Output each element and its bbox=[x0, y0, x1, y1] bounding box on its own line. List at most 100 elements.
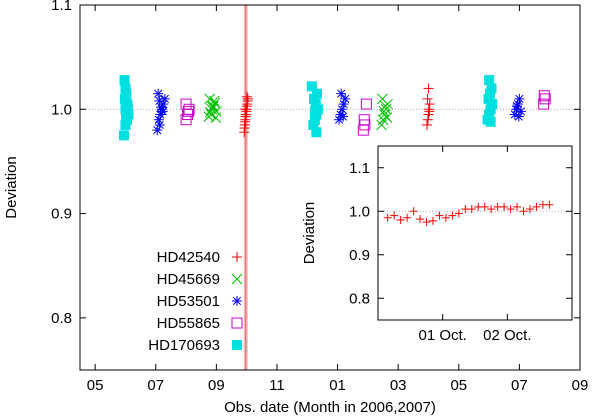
data-point-hd170693 bbox=[121, 111, 132, 122]
data-point-hd55865 bbox=[182, 105, 194, 117]
data-point-hd53501 bbox=[337, 104, 348, 115]
data-point-series-0 bbox=[500, 202, 509, 211]
data-point-hd53501 bbox=[338, 111, 349, 122]
data-point-series-0 bbox=[422, 218, 431, 227]
data-point-hd42540 bbox=[240, 116, 251, 127]
legend-marker-hd45669 bbox=[231, 273, 243, 285]
data-point-hd55865 bbox=[538, 90, 550, 102]
data-point-hd45669 bbox=[381, 112, 393, 123]
legend-marker-hd170693 bbox=[232, 340, 242, 350]
data-point-hd42540 bbox=[422, 93, 433, 104]
legend-marker-hd42540 bbox=[232, 252, 242, 262]
data-point-series-0 bbox=[467, 205, 476, 214]
data-point-series-0 bbox=[525, 205, 534, 214]
inset-chart: 0.8 0.9 1.0 1.1 01 Oct. 02 Oct. Deviation bbox=[298, 145, 573, 346]
data-point-hd170693 bbox=[309, 106, 320, 117]
inset-background bbox=[298, 146, 572, 346]
legend-item: HD170693 bbox=[148, 337, 242, 354]
data-point-hd170693 bbox=[485, 116, 496, 127]
data-point-series-0 bbox=[506, 205, 515, 214]
data-point-series-0 bbox=[454, 209, 463, 218]
data-point-hd170693 bbox=[487, 99, 498, 110]
inset-y-axis-label: Deviation bbox=[301, 202, 318, 265]
data-point-hd53501 bbox=[336, 88, 347, 99]
inset-x-axis-ticks: 01 Oct. 02 Oct. bbox=[418, 146, 532, 344]
data-point-hd170693 bbox=[310, 99, 321, 110]
inset-data-points bbox=[383, 200, 554, 227]
data-point-hd170693 bbox=[484, 109, 495, 120]
data-point-hd170693 bbox=[484, 75, 495, 86]
main-plot-frame bbox=[79, 4, 581, 371]
data-point-series-0 bbox=[383, 213, 392, 222]
data-point-hd42540 bbox=[240, 104, 251, 115]
data-point-series-0 bbox=[519, 207, 528, 216]
data-point-series-0 bbox=[513, 202, 522, 211]
data-point-hd170693 bbox=[122, 101, 133, 112]
main-x-axis-label: Obs. date (Month in 2006,2007) bbox=[224, 399, 436, 416]
data-point-hd170693 bbox=[119, 75, 130, 86]
data-point-hd55865 bbox=[358, 114, 370, 126]
main-x-axis-ticks: 05 07 09 11 01 03 05 07 09 bbox=[87, 5, 589, 394]
x-tick-label: 02 Oct. bbox=[483, 327, 531, 344]
data-point-hd42540 bbox=[424, 106, 435, 117]
legend-label: HD55865 bbox=[157, 315, 220, 332]
x-tick-label: 09 bbox=[208, 377, 225, 394]
data-point-hd170693 bbox=[121, 106, 132, 117]
x-tick-label: 05 bbox=[450, 377, 467, 394]
data-point-hd170693 bbox=[309, 114, 320, 125]
y-tick-label: 1.0 bbox=[349, 203, 370, 220]
data-point-series-0 bbox=[480, 202, 489, 211]
y-tick-label: 0.9 bbox=[51, 206, 72, 223]
legend-item: HD45669 bbox=[157, 271, 243, 288]
data-point-series-0 bbox=[532, 202, 541, 211]
data-point-hd170693 bbox=[308, 119, 319, 130]
data-point-series-0 bbox=[435, 211, 444, 220]
data-point-hd42540 bbox=[242, 95, 253, 106]
data-point-hd42540 bbox=[239, 123, 250, 134]
inset-plot-frame bbox=[377, 145, 573, 321]
legend-item: HD53501 bbox=[157, 293, 242, 310]
data-point-hd170693 bbox=[483, 93, 494, 104]
data-point-hd42540 bbox=[422, 114, 433, 125]
data-point-hd45669 bbox=[205, 109, 217, 120]
inset-y-axis-ticks: 0.8 0.9 1.0 1.1 bbox=[349, 160, 572, 307]
x-tick-label: 01 Oct. bbox=[418, 327, 466, 344]
legend: HD42540 HD45669 HD53501 HD55865 HD170693 bbox=[148, 249, 243, 354]
data-point-hd170693 bbox=[120, 119, 131, 130]
data-point-hd45669 bbox=[208, 95, 220, 107]
data-point-hd45669 bbox=[380, 100, 391, 112]
main-y-axis-ticks: 0.8 0.9 1.0 1.1 bbox=[51, 0, 580, 327]
legend-marker-hd53501 bbox=[232, 296, 242, 306]
data-point-hd55865 bbox=[180, 98, 192, 110]
data-point-hd170693 bbox=[306, 81, 317, 92]
data-point-hd42540 bbox=[241, 91, 252, 102]
data-point-hd170693 bbox=[118, 130, 129, 141]
data-point-hd53501 bbox=[511, 101, 522, 112]
x-tick-label: 09 bbox=[572, 377, 589, 394]
data-point-series-0 bbox=[441, 213, 450, 222]
data-point-series-0 bbox=[545, 200, 554, 209]
data-point-series-0 bbox=[390, 211, 399, 220]
data-point-hd53501 bbox=[156, 102, 167, 113]
data-point-hd42540 bbox=[423, 83, 434, 94]
data-point-hd53501 bbox=[514, 93, 525, 104]
data-point-hd45669 bbox=[210, 112, 222, 123]
data-point-hd55865 bbox=[360, 98, 372, 110]
x-tick-label: 11 bbox=[269, 377, 285, 394]
y-tick-label: 1.1 bbox=[349, 160, 370, 177]
legend-label: HD170693 bbox=[148, 337, 220, 354]
data-point-hd53501 bbox=[154, 95, 165, 106]
main-chart: 0.8 0.9 1.0 1.1 05 07 09 11 01 03 05 07 09 Obs. dat… bbox=[3, 0, 588, 416]
legend-label: HD45669 bbox=[157, 271, 220, 288]
data-point-hd170693 bbox=[485, 104, 496, 115]
data-point-hd170693 bbox=[121, 88, 132, 99]
data-point-series-0 bbox=[416, 215, 425, 224]
x-tick-label: 01 bbox=[329, 377, 346, 394]
data-point-hd45669 bbox=[207, 101, 219, 113]
legend-label: HD53501 bbox=[157, 293, 220, 310]
x-tick-label: 05 bbox=[87, 377, 104, 394]
data-point-series-0 bbox=[448, 211, 457, 220]
data-point-hd53501 bbox=[340, 93, 351, 104]
data-point-hd53501 bbox=[153, 88, 164, 99]
